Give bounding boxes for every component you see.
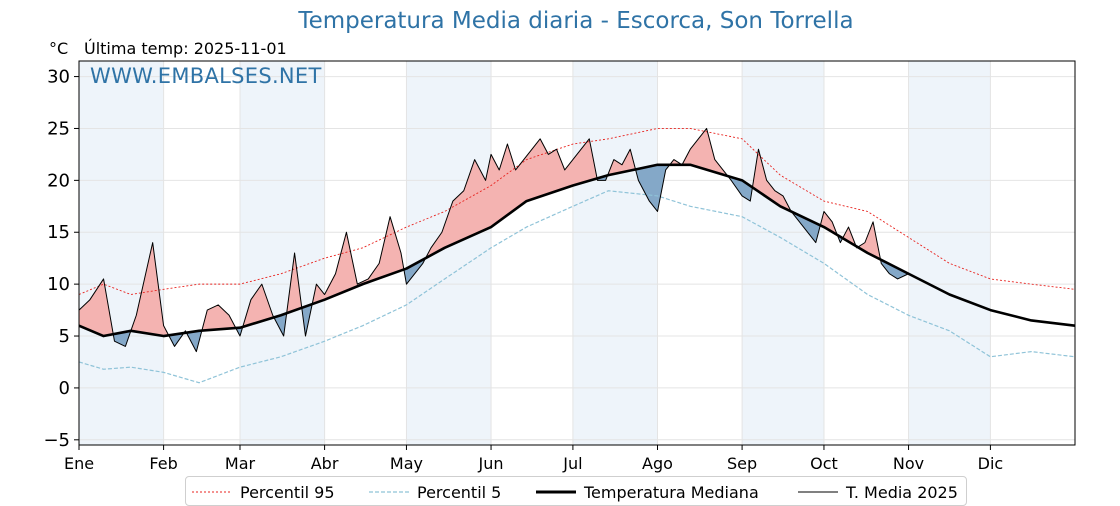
y-tick-label: 25 [47,118,70,139]
x-tick-label: Abr [311,454,339,473]
above-median-fill [669,128,728,177]
legend-label-p95: Percentil 95 [240,482,335,502]
legend-swatch-current [798,491,838,493]
y-unit-label: °C [49,39,69,58]
plot-frame [78,60,1076,446]
below-median-fill [186,330,202,352]
x-tick-label: Jul [562,454,582,473]
x-tick-label: Sep [727,454,757,473]
legend-label-p5: Percentil 5 [417,482,502,502]
legend-swatch-p5 [369,491,409,493]
month-band-may [406,61,492,445]
above-median-fill [286,253,302,316]
series-line-p5 [78,190,1076,384]
x-tick-label: Ene [64,454,94,473]
legend-item-median: Temperatura Mediana [536,481,759,503]
above-median-fill [242,284,274,327]
month-band-jul [572,61,658,445]
chart-plot: −5 0 5 10 15 20 25 30 Ene Feb Mar Abr May Jun Jul Ago S… [43,60,1076,473]
y-axis: −5 0 5 10 15 20 25 30 [43,67,79,451]
below-median-fill [403,258,425,285]
legend-swatch-p95 [192,491,232,493]
above-median-fill [842,227,857,247]
below-median-fill [168,333,184,347]
legend-item-p5: Percentil 5 [369,481,501,503]
month-band-mar [239,61,325,445]
above-median-fill [819,211,837,235]
below-median-fill [727,176,753,202]
y-tick-label: 0 [59,378,70,399]
below-median-fill [791,211,820,243]
y-tick-label: 10 [47,274,70,295]
x-tick-label: Jun [478,454,504,473]
month-band-sep [742,61,824,445]
legend-label-current: T. Media 2025 [846,482,958,502]
legend: Percentil 95 Percentil 5 Temperatura Med… [185,476,967,506]
watermark: WWW.EMBALSES.NET [90,64,322,88]
x-axis: Ene Feb Mar Abr May Jun Jul Ago Sep Oct Nov Dic [64,445,1003,473]
x-tick-label: Ago [642,454,673,473]
y-tick-label: −5 [43,430,70,451]
y-tick-label: 15 [47,222,70,243]
above-median-fill [130,242,169,337]
legend-item-p95: Percentil 95 [192,481,335,503]
y-tick-label: 5 [59,326,70,347]
month-band-nov [908,61,991,445]
x-tick-label: Oct [810,454,838,473]
legend-label-median: Temperatura Mediana [584,482,759,502]
x-tick-label: May [390,454,423,473]
series-lines [78,127,1076,384]
chart-title: Temperatura Media diaria - Escorca, Son … [298,8,854,34]
x-tick-label: Dic [978,454,1004,473]
x-tick-label: Feb [149,454,177,473]
below-median-fill [301,304,312,337]
above-median-fill [424,138,597,260]
month-band-ene [79,61,164,445]
y-tick-label: 30 [47,67,70,88]
series-line-p95 [78,128,1076,295]
y-tick-label: 20 [47,170,70,191]
month-shading [79,61,991,445]
above-median-fill [79,278,114,337]
legend-item-current: T. Media 2025 [798,481,958,503]
legend-swatch-median [536,490,576,494]
grid-lines [78,61,1075,445]
series-line-current [78,127,909,353]
below-median-fill [273,313,287,337]
last-temp-label: Última temp: 2025-11-01 [84,39,287,58]
above-median-fill [201,304,236,331]
series-line-median [78,163,1076,338]
x-tick-label: Mar [225,454,256,473]
above-median-fill [311,216,404,307]
x-tick-label: Nov [893,454,924,473]
below-median-fill [634,164,670,212]
